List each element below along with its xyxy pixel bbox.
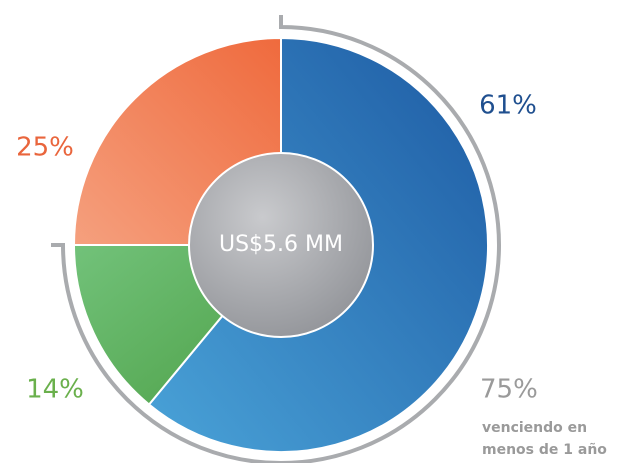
annotation-label: 75% [480, 375, 538, 405]
annotation-arc [51, 15, 501, 463]
annotation-text: menos de 1 año [482, 442, 607, 458]
center-circle [188, 152, 374, 338]
center-label: US$5.6 MM [219, 232, 343, 257]
annotation-text: venciendo en [482, 420, 587, 436]
data-label: 25% [16, 133, 74, 163]
data-label: 14% [26, 375, 84, 405]
data-label: 61% [479, 91, 537, 121]
